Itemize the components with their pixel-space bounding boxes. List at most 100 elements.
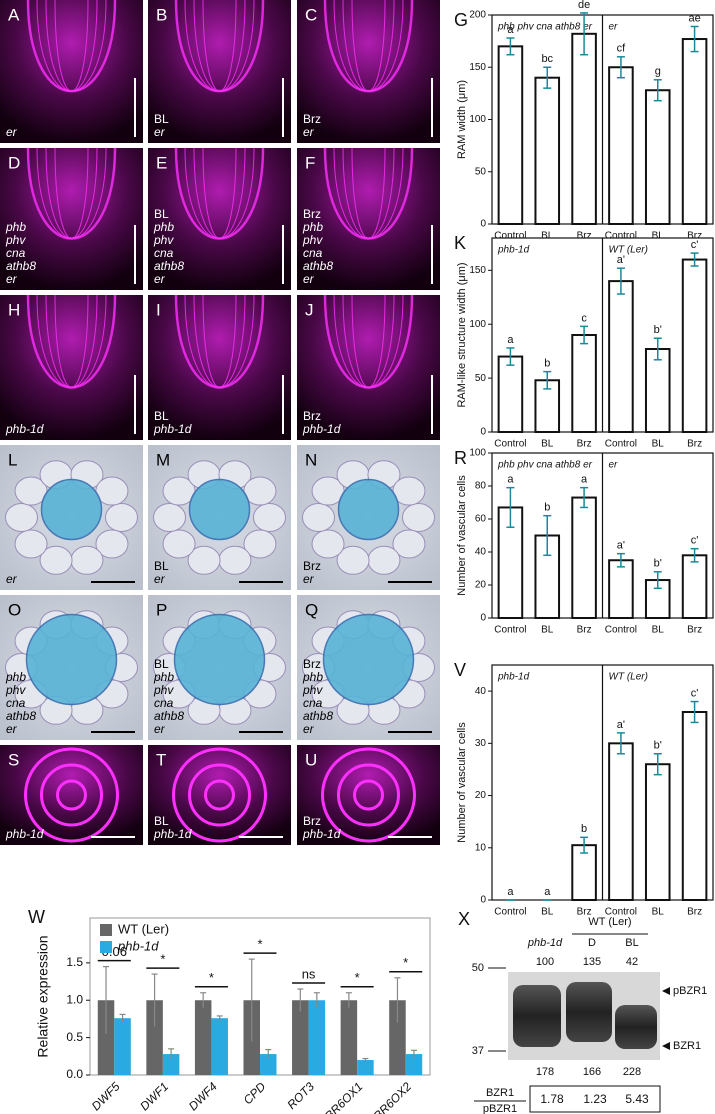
panel-caption: phb-1d [153, 827, 192, 841]
cell [5, 503, 38, 532]
quant: 166 [583, 1066, 601, 1078]
ratio: 1.23 [583, 1092, 607, 1106]
panel-label: A [8, 5, 20, 24]
legend-swatch [100, 941, 112, 953]
bar [211, 1018, 228, 1075]
bar [608, 559, 634, 619]
panel-caption: er [6, 125, 18, 139]
quant: 135 [583, 956, 601, 968]
panel-caption: BL [154, 112, 169, 126]
band-label: pBZR1 [673, 985, 707, 997]
ratio: 1.78 [540, 1092, 564, 1106]
significance-letter: a [544, 886, 551, 898]
x-tick-label: DWF5 [89, 1079, 123, 1113]
y-tick-label: 40 [475, 547, 487, 558]
cell [302, 503, 335, 532]
panel-caption: phb [5, 220, 26, 234]
x-tick-label: BL [541, 231, 554, 242]
micrograph [0, 745, 143, 845]
panel-caption: phb-1d [5, 422, 44, 436]
y-tick-label: 20 [475, 580, 487, 591]
panel-caption: athb8 [303, 709, 333, 723]
micrograph [0, 148, 143, 290]
panel-label: J [305, 300, 314, 319]
micrograph [148, 295, 291, 440]
bar [97, 1000, 115, 1075]
significance-letter: bc [541, 53, 553, 65]
x-tick-label: Control [605, 439, 637, 450]
bar [608, 280, 634, 433]
lane-label: phb-1d [527, 937, 563, 949]
panel-label: M [156, 450, 170, 469]
y-tick-label: 1.5 [66, 955, 83, 969]
x-tick-label: BL [541, 625, 554, 636]
panel-caption: phb-1d [153, 422, 192, 436]
group-label: phb-1d [497, 672, 530, 683]
significance-letter: a [581, 474, 588, 486]
panel-caption: Brz [303, 409, 321, 423]
ratio: 5.43 [625, 1092, 649, 1106]
y-tick-label: 60 [475, 514, 487, 525]
marker-label: 37 [472, 1045, 484, 1057]
bar [389, 1000, 406, 1075]
y-tick-label: 0 [480, 427, 486, 438]
panel-label: S [8, 750, 19, 769]
group-label: er [609, 460, 619, 471]
panel-label: E [156, 153, 167, 172]
panel-label: U [305, 750, 317, 769]
group-label: phb-1d [497, 245, 530, 256]
panel-caption: er [154, 722, 166, 736]
lane-label: BL [625, 937, 638, 949]
root-outline [202, 294, 237, 388]
quant: 178 [536, 1066, 554, 1078]
ratio-denominator: pBZR1 [483, 1103, 517, 1114]
cell [367, 545, 401, 575]
vascular-cylinder [40, 478, 103, 541]
blot-band [615, 1005, 657, 1049]
cell [336, 545, 370, 575]
cell-ring [321, 747, 416, 843]
panel-caption: Brz [303, 207, 321, 221]
x-tick-label: Brz [687, 231, 702, 242]
panel-caption: phv [302, 233, 323, 247]
bar [497, 355, 524, 433]
panel-caption: cna [303, 696, 323, 710]
panel-caption: er [303, 572, 315, 586]
significance-letter: c [581, 312, 587, 324]
significance-letter: ae [688, 12, 700, 24]
panel-label: C [305, 5, 317, 24]
panel-caption: phv [5, 683, 26, 697]
band-label: BZR1 [673, 1040, 701, 1052]
cell [14, 529, 48, 559]
micrograph [0, 0, 143, 143]
panel-caption: phb-1d [302, 422, 341, 436]
bar [681, 711, 708, 901]
quant: 42 [626, 956, 638, 968]
y-axis-label: Number of vascular cells [456, 475, 468, 596]
significance-label: * [209, 970, 214, 985]
panel-label: V [454, 660, 466, 680]
significance-letter: b' [654, 324, 662, 336]
panel-label: N [305, 450, 317, 469]
panel-label: F [305, 153, 315, 172]
significance-label: * [160, 952, 165, 967]
x-tick-label: Brz [577, 231, 592, 242]
cell-ring [204, 779, 235, 811]
cell [243, 529, 277, 559]
group-label: phb phv cna athb8 er [497, 22, 593, 33]
x-tick-label: BL [652, 231, 665, 242]
panel-caption: phv [153, 233, 174, 247]
quant: 100 [536, 956, 554, 968]
panel-caption: phb [153, 670, 174, 684]
x-tick-label: Control [605, 907, 637, 918]
panel-label: K [454, 233, 466, 253]
cell-ring [24, 747, 119, 843]
y-tick-label: 40 [475, 686, 487, 697]
significance-letter: b [581, 823, 587, 835]
group-label: WT (Ler) [588, 916, 631, 928]
significance-label: * [257, 937, 262, 952]
cell [162, 529, 196, 559]
panel-label: G [454, 10, 468, 30]
x-tick-label: CPD [241, 1079, 269, 1107]
